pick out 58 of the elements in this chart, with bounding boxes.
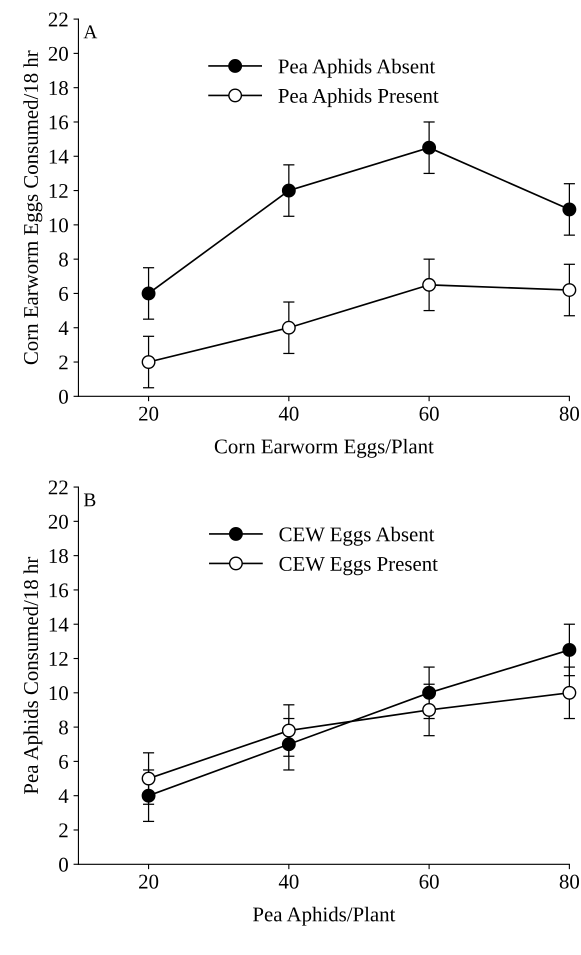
legend-label: Pea Aphids Present	[278, 88, 439, 108]
y-tick-label: 16	[50, 583, 68, 598]
point	[282, 724, 296, 738]
y-tick-label: 20	[48, 46, 68, 61]
x-tick-label: 40	[278, 406, 298, 421]
point	[282, 320, 296, 335]
y-tick-label: 22	[48, 12, 68, 26]
point	[562, 202, 576, 216]
x-tick-label: 60	[420, 874, 439, 889]
legend-label: CEW Eggs Present	[279, 556, 438, 576]
y-tick-label: 0	[59, 390, 68, 404]
y-tick-label: 2	[59, 823, 68, 838]
point	[422, 140, 436, 155]
x-axis-title: Corn Earworm Eggs/Plant	[214, 438, 434, 458]
x-axis-title: Pea Aphids/Plant	[253, 906, 396, 926]
x-tick-label: 20	[139, 406, 158, 421]
point	[562, 283, 576, 297]
x-tick-label: 40	[278, 874, 298, 889]
point	[562, 686, 576, 700]
y-tick-label: 8	[59, 720, 68, 735]
point	[282, 737, 296, 752]
point	[282, 184, 296, 198]
x-tick-label: 60	[420, 406, 439, 421]
point	[422, 703, 436, 717]
y-tick-label: 2	[59, 355, 68, 370]
y-tick-label: 8	[59, 252, 68, 267]
y-tick-label: 6	[59, 286, 68, 301]
x-tick-label: 80	[560, 874, 579, 889]
y-tick-label: 22	[48, 480, 68, 494]
y-tick-label: 4	[58, 789, 68, 803]
legend-label: Pea Aphids Absent	[278, 58, 436, 78]
chart-title: A	[84, 25, 98, 38]
legend-label: CEW Eggs Absent	[279, 526, 434, 546]
y-tick-label: 12	[50, 184, 68, 198]
y-tick-label: 4	[58, 321, 68, 335]
y-tick-label: 12	[50, 652, 68, 666]
x-tick-label: 80	[560, 406, 579, 421]
y-tick-label: 18	[50, 549, 68, 564]
y-tick-label: 6	[59, 754, 68, 769]
y-tick-label: 20	[48, 514, 68, 529]
y-tick-label: 10	[50, 686, 68, 700]
y-tick-label: 0	[59, 858, 68, 872]
y-tick-label: 14	[50, 618, 68, 632]
point	[142, 286, 156, 300]
y-tick-label: 14	[50, 150, 68, 164]
point	[422, 278, 436, 292]
x-tick-label: 20	[139, 874, 158, 889]
chart-title: B	[84, 493, 96, 506]
point	[422, 686, 436, 700]
point	[142, 788, 156, 803]
y-axis-title: Pea Aphids Consumed/18 hr	[23, 556, 42, 794]
y-tick-label: 18	[50, 81, 68, 96]
y-tick-label: 10	[50, 218, 68, 232]
y-axis-title: Corn Earworm Eggs Consumed/18 hr	[23, 50, 42, 364]
y-tick-label: 16	[50, 115, 68, 130]
point	[142, 355, 156, 369]
point	[142, 772, 156, 786]
point	[562, 643, 576, 657]
